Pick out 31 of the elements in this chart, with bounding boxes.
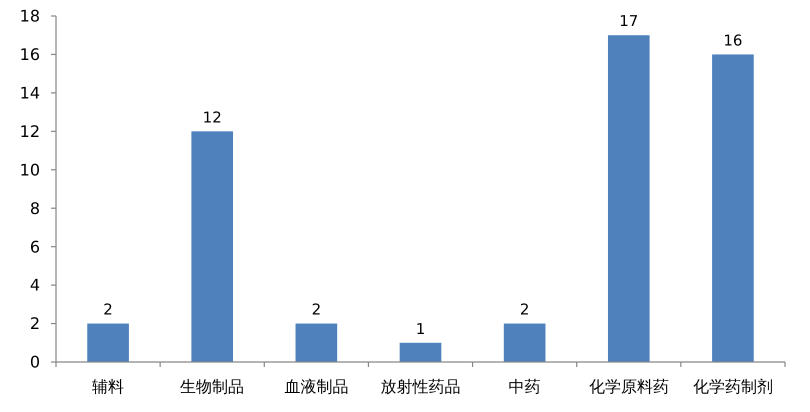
- data-label: 2: [103, 300, 113, 319]
- data-label: 16: [723, 31, 742, 50]
- bar: [608, 35, 650, 362]
- bar: [712, 54, 754, 362]
- bar: [296, 324, 338, 362]
- data-label: 12: [202, 108, 222, 126]
- x-tick-label: 生物制品: [180, 377, 244, 396]
- y-tick-label: 4: [30, 276, 40, 295]
- y-tick-label: 6: [30, 237, 40, 256]
- x-tick-label: 化学药制剂: [692, 377, 773, 396]
- y-tick-label: 8: [30, 198, 40, 218]
- y-tick-label: 0: [30, 352, 40, 372]
- bar: [400, 342, 442, 362]
- y-tick-label: 14: [20, 83, 40, 102]
- bar: [504, 324, 546, 362]
- y-tick-label: 16: [20, 45, 40, 64]
- y-tick-label: 12: [20, 122, 40, 141]
- x-tick-label: 血液制品: [284, 377, 348, 396]
- data-label: 2: [520, 300, 530, 319]
- y-tick-label: 10: [20, 160, 40, 180]
- x-tick-label: 中药: [508, 377, 541, 396]
- x-tick-label: 辅料: [92, 377, 124, 396]
- y-tick-label: 2: [30, 314, 40, 334]
- y-tick-label: 18: [20, 6, 40, 26]
- x-tick-label: 化学原料药: [588, 377, 669, 396]
- bar: [191, 131, 234, 362]
- data-label: 17: [619, 12, 638, 30]
- bar: [87, 324, 129, 362]
- data-label: 1: [416, 320, 426, 338]
- data-label: 2: [312, 300, 322, 319]
- x-tick-label: 放射性药品: [380, 377, 460, 396]
